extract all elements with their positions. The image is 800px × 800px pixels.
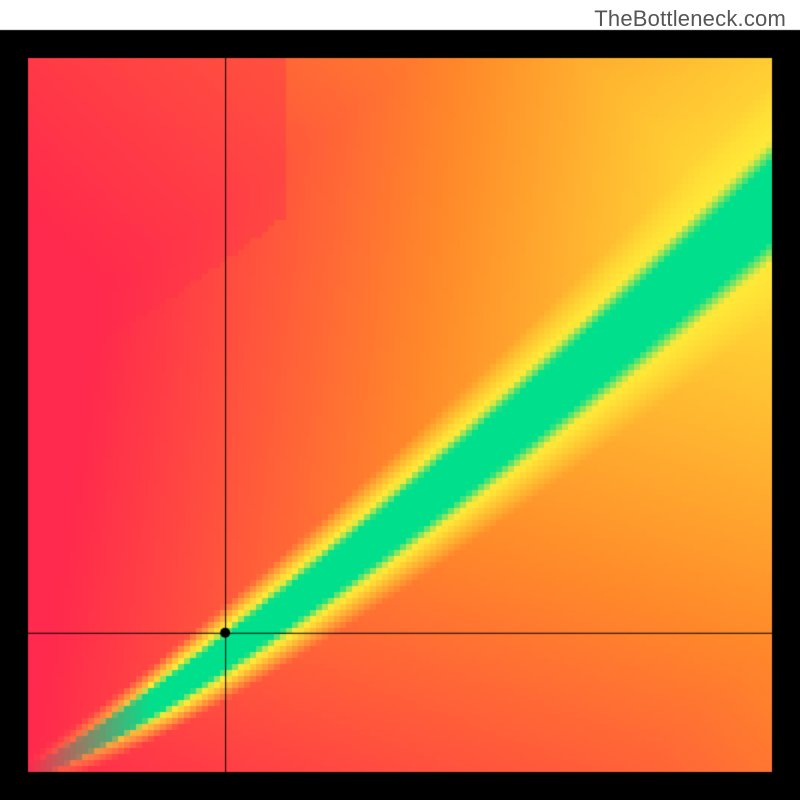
chart-container: TheBottleneck.com xyxy=(0,0,800,800)
bottleneck-heatmap xyxy=(0,0,800,800)
watermark-text: TheBottleneck.com xyxy=(594,6,786,32)
